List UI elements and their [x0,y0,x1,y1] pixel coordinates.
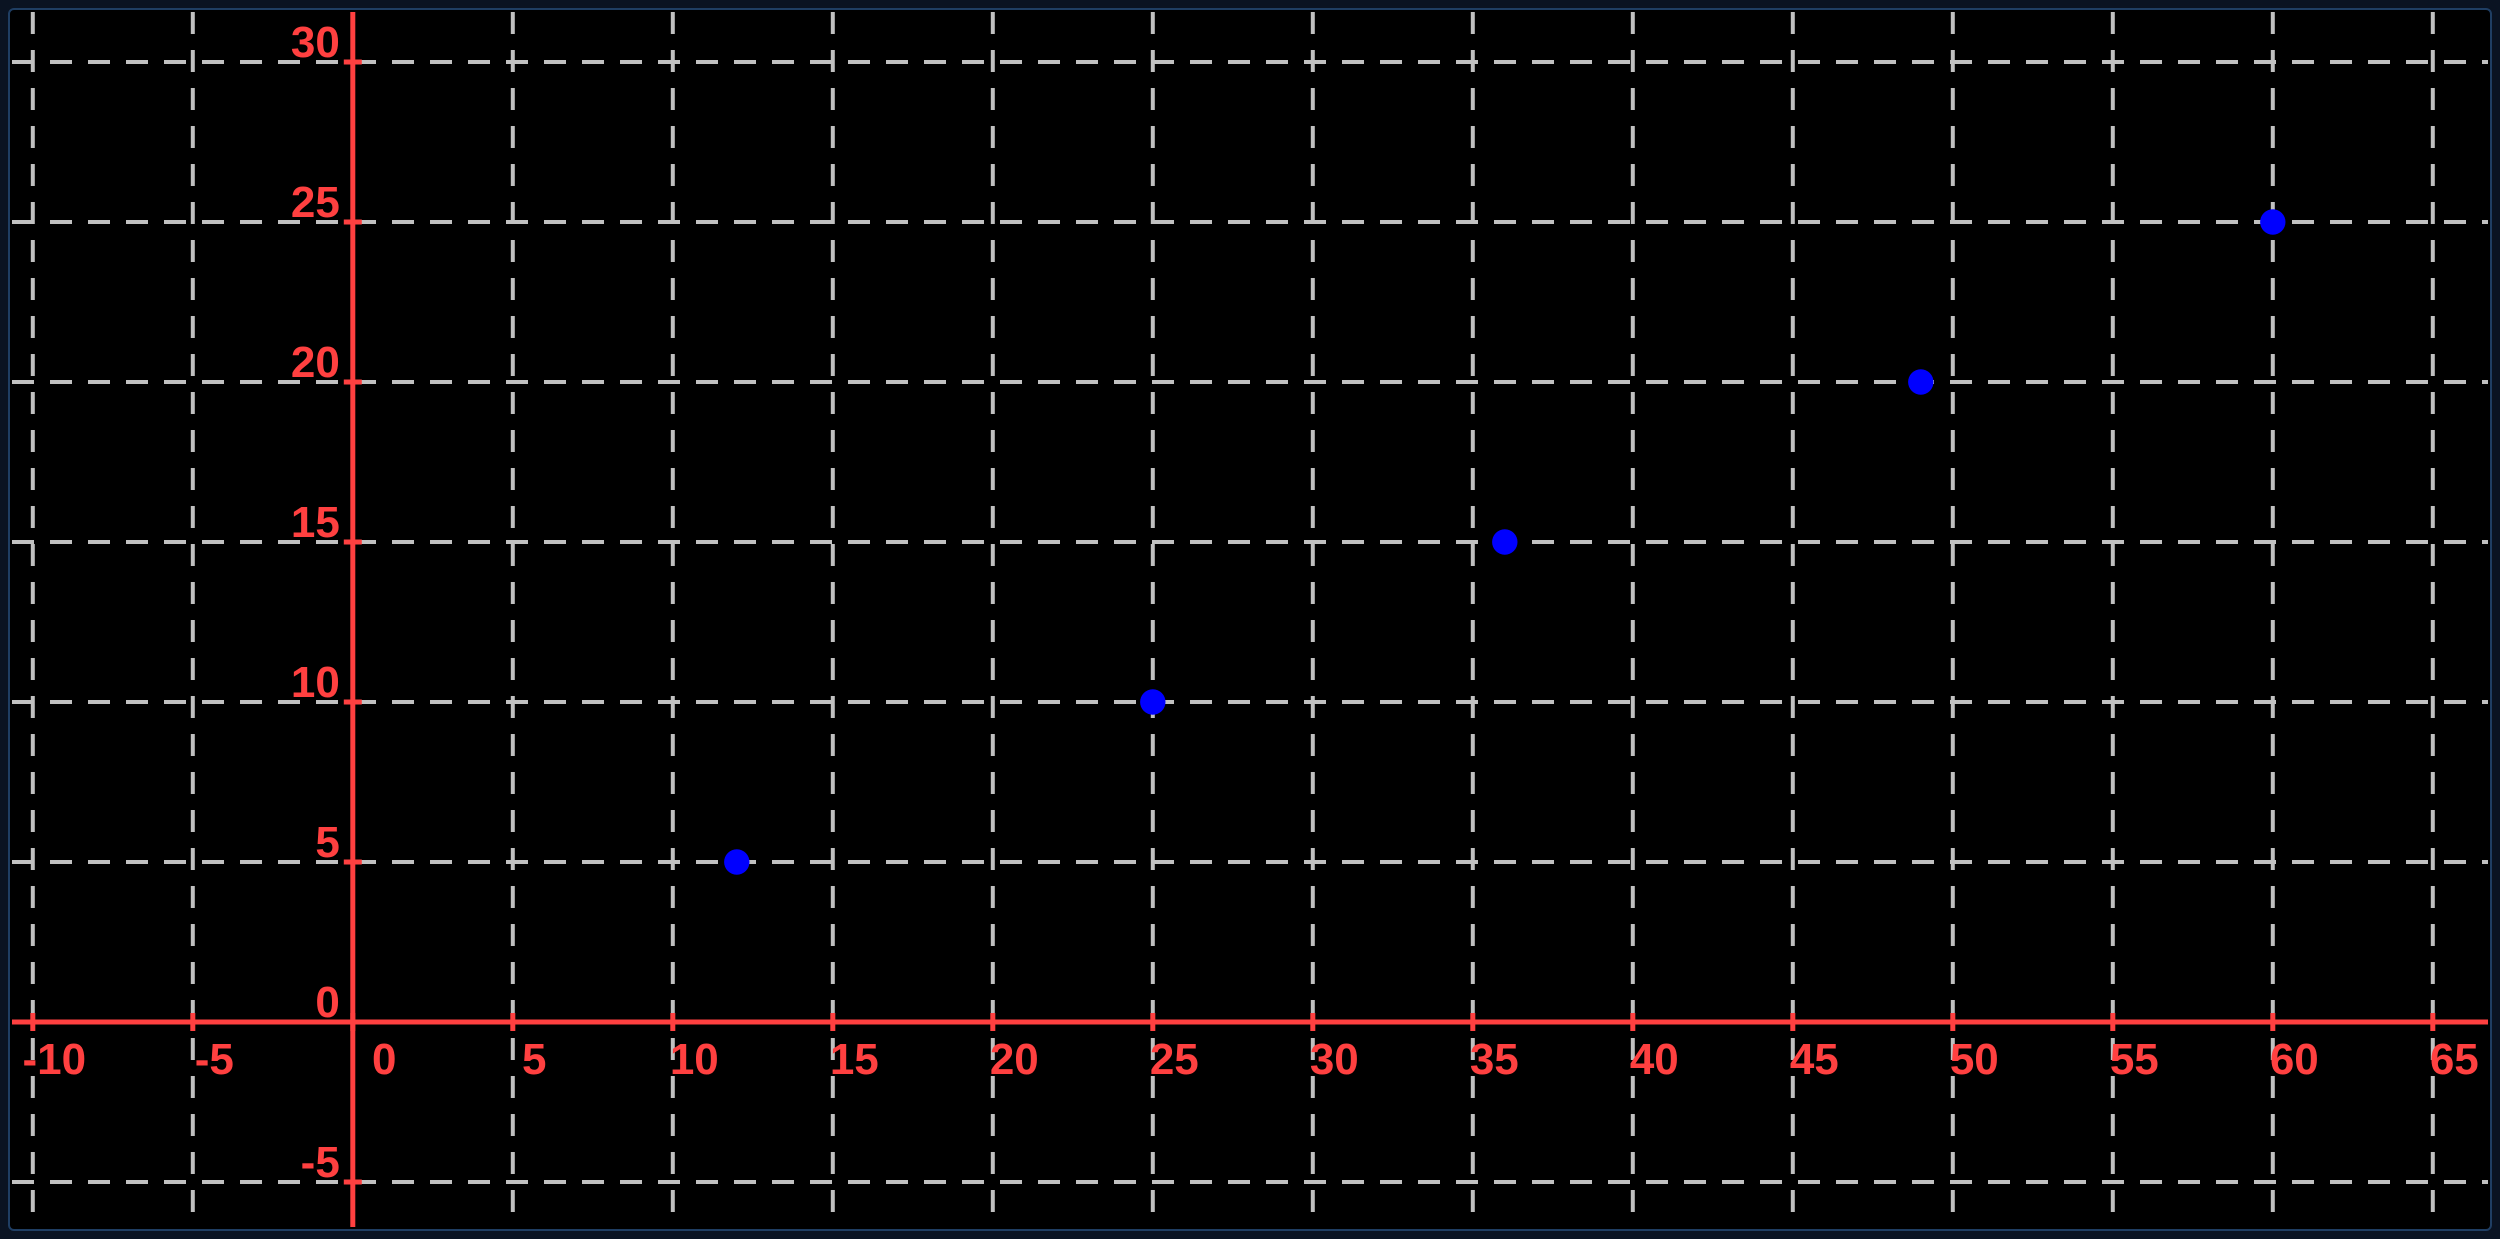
svg-text:-5: -5 [195,1035,234,1084]
svg-text:20: 20 [990,1035,1039,1084]
svg-text:30: 30 [1310,1035,1359,1084]
svg-text:0: 0 [315,978,339,1027]
svg-text:30: 30 [291,18,340,67]
svg-text:5: 5 [522,1035,546,1084]
svg-text:15: 15 [830,1035,879,1084]
svg-text:35: 35 [1470,1035,1519,1084]
svg-text:25: 25 [1150,1035,1199,1084]
svg-text:-5: -5 [301,1138,340,1187]
svg-text:5: 5 [315,818,339,867]
svg-text:40: 40 [1630,1035,1679,1084]
svg-text:20: 20 [291,338,340,387]
svg-text:25: 25 [291,178,340,227]
svg-text:15: 15 [291,498,340,547]
svg-text:-10: -10 [23,1035,87,1084]
svg-text:10: 10 [670,1035,719,1084]
svg-text:50: 50 [1950,1035,1999,1084]
svg-text:55: 55 [2110,1035,2159,1084]
svg-text:10: 10 [291,658,340,707]
svg-text:0: 0 [372,1035,396,1084]
svg-text:65: 65 [2430,1035,2479,1084]
svg-text:45: 45 [1790,1035,1839,1084]
svg-text:60: 60 [2270,1035,2319,1084]
